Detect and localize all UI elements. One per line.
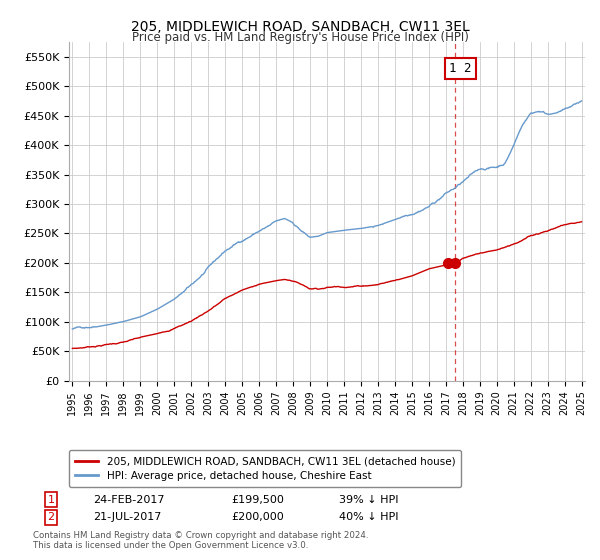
Text: 40% ↓ HPI: 40% ↓ HPI — [339, 512, 398, 522]
Text: £199,500: £199,500 — [231, 494, 284, 505]
Text: 2: 2 — [47, 512, 55, 522]
Text: 39% ↓ HPI: 39% ↓ HPI — [339, 494, 398, 505]
Text: 21-JUL-2017: 21-JUL-2017 — [93, 512, 161, 522]
Text: 205, MIDDLEWICH ROAD, SANDBACH, CW11 3EL: 205, MIDDLEWICH ROAD, SANDBACH, CW11 3EL — [131, 20, 469, 34]
Text: Price paid vs. HM Land Registry's House Price Index (HPI): Price paid vs. HM Land Registry's House … — [131, 31, 469, 44]
Legend: 205, MIDDLEWICH ROAD, SANDBACH, CW11 3EL (detached house), HPI: Average price, d: 205, MIDDLEWICH ROAD, SANDBACH, CW11 3EL… — [69, 450, 461, 487]
Text: £200,000: £200,000 — [231, 512, 284, 522]
Text: 1 2: 1 2 — [449, 62, 472, 75]
Text: Contains HM Land Registry data © Crown copyright and database right 2024.
This d: Contains HM Land Registry data © Crown c… — [33, 530, 368, 550]
Text: 24-FEB-2017: 24-FEB-2017 — [93, 494, 164, 505]
Text: 1: 1 — [47, 494, 55, 505]
